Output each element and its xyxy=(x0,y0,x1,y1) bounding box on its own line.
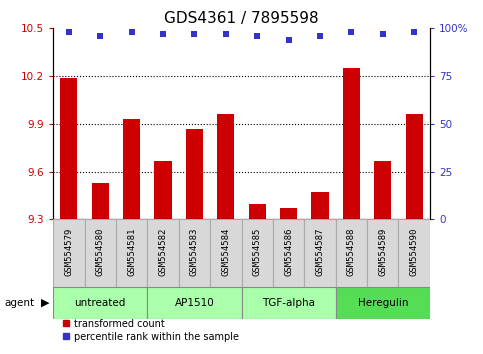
Bar xyxy=(273,219,304,287)
Legend: transformed count, percentile rank within the sample: transformed count, percentile rank withi… xyxy=(58,315,242,346)
Bar xyxy=(53,287,147,319)
Text: GSM554584: GSM554584 xyxy=(221,228,230,276)
Text: agent: agent xyxy=(5,298,35,308)
Text: GSM554583: GSM554583 xyxy=(190,228,199,276)
Bar xyxy=(116,219,147,287)
Bar xyxy=(242,287,336,319)
Text: TGF-alpha: TGF-alpha xyxy=(262,298,315,308)
Bar xyxy=(280,209,297,219)
Text: untreated: untreated xyxy=(74,298,126,308)
Bar xyxy=(249,204,266,219)
Text: GSM554582: GSM554582 xyxy=(158,228,168,276)
Bar xyxy=(85,219,116,287)
Text: GSM554589: GSM554589 xyxy=(378,228,387,276)
Bar xyxy=(343,68,360,219)
Bar xyxy=(304,219,336,287)
Text: GSM554588: GSM554588 xyxy=(347,228,356,276)
Bar xyxy=(406,114,423,219)
Bar xyxy=(123,119,140,219)
Bar xyxy=(336,287,430,319)
Text: Heregulin: Heregulin xyxy=(357,298,408,308)
Bar xyxy=(367,219,398,287)
Text: GSM554581: GSM554581 xyxy=(127,228,136,276)
Bar xyxy=(60,78,77,219)
Text: GSM554587: GSM554587 xyxy=(315,228,325,276)
Bar xyxy=(53,219,85,287)
Bar xyxy=(147,219,179,287)
Bar xyxy=(186,129,203,219)
Title: GDS4361 / 7895598: GDS4361 / 7895598 xyxy=(164,11,319,26)
Bar xyxy=(374,161,391,219)
Bar xyxy=(155,161,171,219)
Text: AP1510: AP1510 xyxy=(174,298,214,308)
Bar xyxy=(210,219,242,287)
Text: ▶: ▶ xyxy=(41,298,50,308)
Bar xyxy=(179,219,210,287)
Text: GSM554586: GSM554586 xyxy=(284,228,293,276)
Bar xyxy=(398,219,430,287)
Text: GSM554580: GSM554580 xyxy=(96,228,105,276)
Bar xyxy=(336,219,367,287)
Bar xyxy=(242,219,273,287)
Text: GSM554590: GSM554590 xyxy=(410,228,419,276)
Bar xyxy=(217,114,234,219)
Text: GSM554579: GSM554579 xyxy=(64,228,73,276)
Text: GSM554585: GSM554585 xyxy=(253,228,262,276)
Bar xyxy=(312,193,328,219)
Bar xyxy=(92,183,109,219)
Bar xyxy=(147,287,242,319)
